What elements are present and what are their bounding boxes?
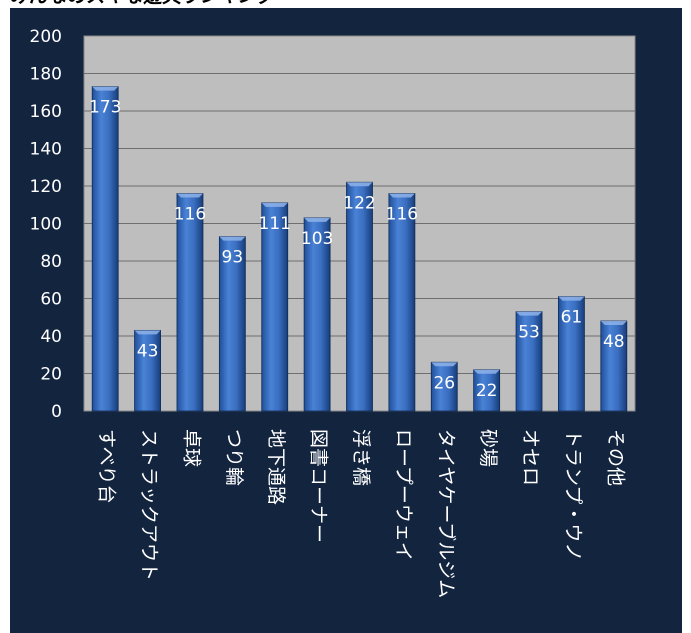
data-label: 93 xyxy=(222,248,244,268)
data-label: 43 xyxy=(137,341,159,361)
data-label: 53 xyxy=(518,323,540,343)
bar-cap xyxy=(346,182,373,187)
data-labels: 173 43 116 93 111 103 122 116 26 22 53 61 48 xyxy=(89,98,625,401)
x-tick-label: つり輪 xyxy=(223,429,245,486)
bar xyxy=(91,86,119,412)
data-label: 116 xyxy=(174,205,206,225)
bar-cap xyxy=(92,86,119,91)
x-tick-label: 卓球 xyxy=(180,429,202,467)
x-tick-label: ロープーウェイ xyxy=(392,429,414,561)
data-label: 48 xyxy=(603,332,625,352)
bar xyxy=(303,217,331,412)
x-tick-label: 砂場 xyxy=(477,429,499,467)
bar-cap xyxy=(176,193,203,198)
y-tick-label: 180 xyxy=(30,65,62,85)
x-axis: すべり台 ストラックアウト 卓球 つり輪 地下通路 図書コーナー 浮き橋 ロープーウェイ タイヤ… xyxy=(96,429,627,598)
bar-cap xyxy=(473,369,500,374)
x-tick-label: その他 xyxy=(604,429,626,486)
data-label: 111 xyxy=(259,214,291,234)
x-tick-label: ストラックアウト xyxy=(138,429,160,581)
bar-cap xyxy=(388,193,415,198)
bar-cap xyxy=(134,330,161,335)
chart-panel: 0 20 40 60 80 100 120 140 160 180 200 173 43 116 93 11… xyxy=(10,8,682,633)
bar xyxy=(261,202,289,412)
data-label: 61 xyxy=(561,308,583,328)
x-tick-label: すべり台 xyxy=(96,429,118,504)
data-label: 173 xyxy=(89,98,121,118)
y-tick-label: 80 xyxy=(40,252,62,272)
bar xyxy=(388,193,416,412)
y-tick-label: 120 xyxy=(30,177,62,197)
data-label: 116 xyxy=(386,205,418,225)
y-tick-label: 140 xyxy=(30,140,62,160)
bar xyxy=(176,193,204,412)
bar xyxy=(134,329,161,412)
y-axis: 0 20 40 60 80 100 120 140 160 180 200 xyxy=(30,27,62,422)
bar xyxy=(218,236,246,412)
x-tick-label: タイヤケーブルジム xyxy=(435,429,458,598)
x-tick-label: オセロ xyxy=(520,429,542,486)
bar-cap xyxy=(304,217,331,222)
bar-cap xyxy=(558,296,585,301)
x-tick-label: 図書コーナー xyxy=(308,429,330,543)
bar xyxy=(558,296,585,412)
x-tick-label: トランプ・ウノ xyxy=(562,429,584,561)
data-label: 103 xyxy=(301,229,333,249)
bar xyxy=(346,181,373,412)
bars xyxy=(91,86,628,412)
bar-cap xyxy=(261,202,288,207)
y-tick-label: 0 xyxy=(51,402,62,422)
bar-cap xyxy=(516,311,543,316)
bar xyxy=(600,320,628,412)
bar-cap xyxy=(600,321,627,325)
y-tick-label: 100 xyxy=(30,215,62,235)
y-tick-label: 160 xyxy=(30,102,62,122)
y-tick-label: 20 xyxy=(40,365,62,385)
chart-title: みんなのスキな遊具ランキング xyxy=(10,0,275,8)
bar-cap xyxy=(219,236,246,241)
x-tick-label: 浮き橋 xyxy=(350,429,372,486)
x-tick-label: 地下通路 xyxy=(265,429,287,505)
data-label: 22 xyxy=(476,381,498,401)
bar xyxy=(515,311,543,412)
y-tick-label: 200 xyxy=(30,27,62,47)
y-tick-label: 60 xyxy=(40,290,62,310)
bar-cap xyxy=(431,362,458,367)
bar xyxy=(430,361,458,412)
data-label: 122 xyxy=(343,193,375,213)
y-tick-label: 40 xyxy=(40,327,62,347)
bar-chart: 0 20 40 60 80 100 120 140 160 180 200 173 43 116 93 11… xyxy=(30,27,636,598)
data-label: 26 xyxy=(433,373,455,393)
